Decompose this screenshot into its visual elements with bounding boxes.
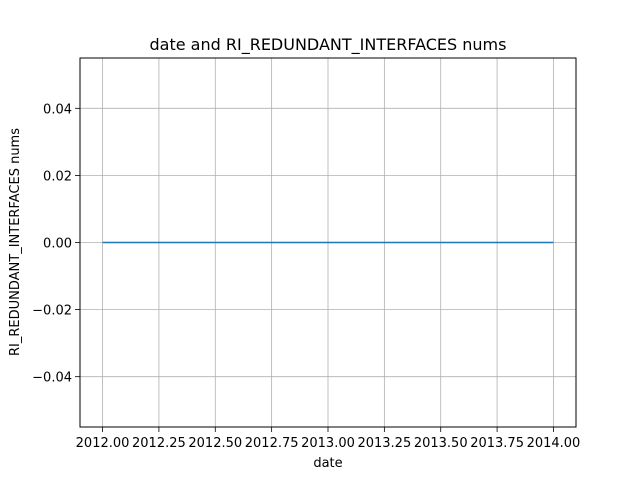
x-tick-label: 2013.25 [357,436,411,451]
x-tick-label: 2012.25 [132,436,186,451]
y-tick-label: 0.04 [43,102,72,117]
y-tick-label: 0.00 [43,237,72,252]
y-tick-label: −0.04 [32,371,72,386]
x-tick-label: 2012.50 [188,436,242,451]
y-axis: −0.04 −0.02 0.00 0.02 0.04 [32,102,80,386]
y-axis-label: RI_REDUNDANT_INTERFACES nums [8,128,23,356]
chart-title: date and RI_REDUNDANT_INTERFACES nums [150,35,507,55]
x-tick-label: 2013.75 [470,436,524,451]
x-tick-label: 2013.50 [414,436,468,451]
x-axis: 2012.00 2012.25 2012.50 2012.75 2013.00 2013.… [76,427,581,451]
x-tick-label: 2012.75 [245,436,299,451]
x-tick-label: 2014.00 [527,436,581,451]
x-tick-label: 2012.00 [76,436,130,451]
y-tick-label: −0.02 [32,304,72,319]
x-tick-label: 2013.00 [301,436,355,451]
y-tick-label: 0.02 [43,169,72,184]
x-axis-label: date [313,456,342,471]
